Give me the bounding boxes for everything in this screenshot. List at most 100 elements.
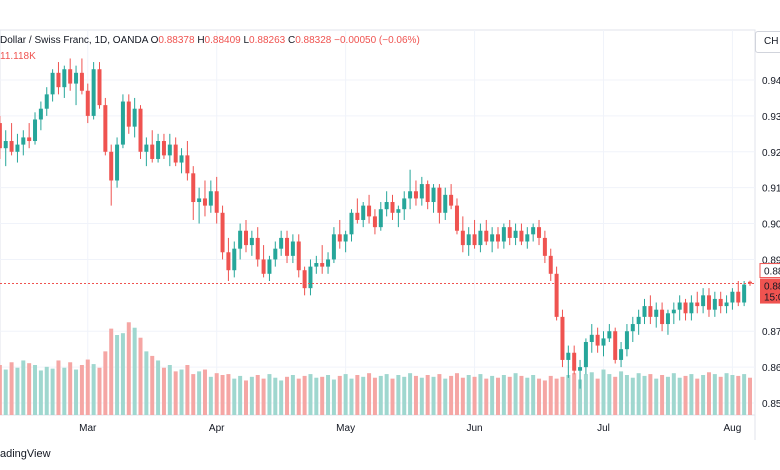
volume-bar bbox=[636, 373, 641, 415]
candle-body bbox=[161, 141, 166, 156]
candle-body bbox=[724, 302, 729, 307]
volume-bar bbox=[742, 374, 747, 415]
volume-bar bbox=[132, 327, 137, 415]
x-tick-label: Jun bbox=[466, 423, 482, 434]
candle-body bbox=[472, 234, 477, 246]
y-tick-label: 0.94 bbox=[762, 76, 780, 87]
high-value: 0.88409 bbox=[204, 35, 241, 46]
candle-body bbox=[232, 248, 237, 271]
volume-bar bbox=[273, 377, 278, 415]
candle-body bbox=[355, 212, 360, 220]
last-price-tag bbox=[760, 278, 780, 304]
candle-body bbox=[320, 263, 325, 267]
volume-bar bbox=[454, 373, 459, 415]
candle-body bbox=[548, 255, 553, 274]
volume-bar bbox=[0, 365, 2, 415]
countdown-label: 15:0 bbox=[764, 293, 780, 304]
volume-value: 11.118K bbox=[0, 51, 36, 62]
candle-body bbox=[238, 230, 243, 249]
volume-bar bbox=[185, 365, 190, 415]
candle-body bbox=[642, 306, 647, 317]
candle-body bbox=[156, 141, 161, 159]
volume-bar bbox=[724, 373, 729, 415]
candle-body bbox=[27, 137, 32, 142]
candle-body bbox=[390, 202, 395, 213]
candle-body bbox=[443, 194, 448, 213]
prev-price-label: 0.88 bbox=[764, 267, 780, 278]
x-tick-label: May bbox=[336, 423, 355, 434]
volume-bar bbox=[501, 375, 506, 415]
volume-bar bbox=[126, 322, 131, 415]
volume-bar bbox=[595, 378, 600, 415]
volume-bar bbox=[572, 373, 577, 415]
candle-body bbox=[460, 230, 465, 246]
candle-body bbox=[613, 331, 618, 360]
volume-bar bbox=[103, 351, 108, 415]
candle-body bbox=[115, 144, 120, 181]
candle-body bbox=[583, 341, 588, 368]
volume-bar bbox=[290, 375, 295, 415]
candle-body bbox=[62, 69, 67, 88]
candle-body bbox=[636, 316, 641, 325]
candle-body bbox=[167, 144, 172, 156]
volume-bar bbox=[150, 355, 155, 415]
volume-bar bbox=[249, 376, 254, 415]
open-label: O bbox=[150, 35, 159, 46]
volume-bar bbox=[384, 374, 389, 415]
candle-body bbox=[736, 291, 741, 303]
volume-bar bbox=[513, 373, 518, 415]
candle-body bbox=[537, 227, 542, 238]
currency-button[interactable]: CH bbox=[755, 31, 780, 53]
volume-bar bbox=[619, 371, 624, 415]
candle-body bbox=[589, 334, 594, 342]
volume-bar bbox=[337, 375, 342, 415]
volume-bar bbox=[443, 378, 448, 415]
candle-body bbox=[624, 331, 629, 350]
y-tick-label: 0.93 bbox=[762, 112, 780, 123]
candle-body bbox=[396, 209, 401, 213]
volume-bar bbox=[413, 375, 418, 415]
volume-bar bbox=[349, 378, 354, 415]
candle-body bbox=[466, 234, 471, 246]
candle-body bbox=[79, 72, 84, 91]
y-tick-label: 0.89 bbox=[762, 255, 780, 266]
volume-bar bbox=[548, 375, 553, 415]
candle-body bbox=[326, 259, 331, 267]
volume-bar bbox=[232, 378, 237, 415]
volume-bar bbox=[583, 374, 588, 415]
volume-bar bbox=[460, 377, 465, 415]
candle-body bbox=[501, 227, 506, 242]
volume-bar bbox=[56, 360, 61, 415]
volume-bar bbox=[630, 377, 635, 415]
candle-body bbox=[378, 209, 383, 228]
volume-bar bbox=[654, 378, 659, 415]
volume-bar bbox=[677, 377, 682, 415]
volume-bar bbox=[554, 378, 559, 415]
volume-bar bbox=[466, 375, 471, 415]
candle-body bbox=[191, 173, 196, 203]
candle-body bbox=[255, 237, 260, 260]
volume-bar bbox=[712, 374, 717, 415]
candle-body bbox=[85, 90, 90, 116]
volume-bar bbox=[267, 374, 272, 415]
candle-body bbox=[437, 187, 442, 213]
candle-body bbox=[150, 144, 155, 159]
candle-body bbox=[706, 295, 711, 310]
candle-body bbox=[654, 309, 659, 317]
volume-bar bbox=[191, 374, 196, 415]
volume-bar bbox=[3, 369, 8, 415]
candle-body bbox=[343, 234, 348, 242]
candle-body bbox=[402, 198, 407, 210]
volume-bar bbox=[62, 367, 67, 415]
x-tick-label: Jul bbox=[597, 423, 610, 434]
candle-body bbox=[507, 227, 512, 238]
volume-bar bbox=[695, 378, 700, 415]
volume-bar bbox=[138, 337, 143, 415]
candle-body bbox=[33, 119, 38, 142]
candle-body bbox=[660, 309, 665, 325]
candle-body bbox=[279, 237, 284, 249]
brand-label: adingView bbox=[0, 448, 51, 460]
volume-bar bbox=[167, 365, 172, 415]
candle-body bbox=[742, 284, 747, 303]
